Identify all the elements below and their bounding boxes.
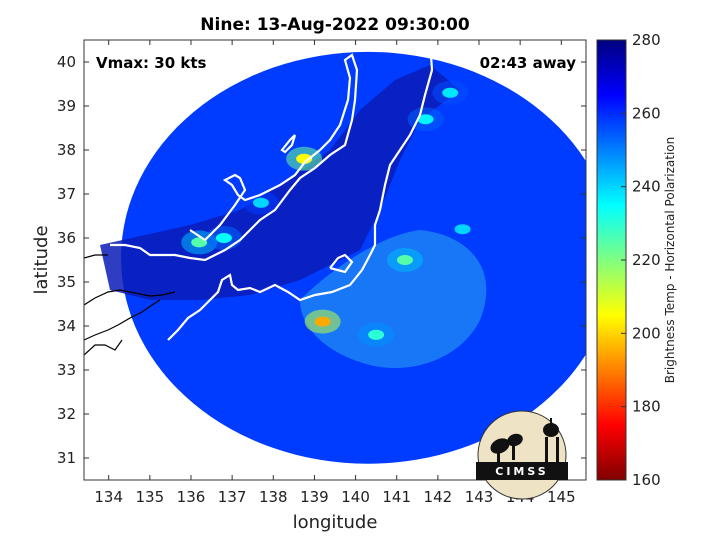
vmax-annotation: Vmax: 30 kts: [96, 54, 206, 72]
colorbar-ticks: 160 180 200 220 240 260 280: [621, 31, 661, 489]
feature-core: [417, 114, 434, 125]
feature-core: [314, 316, 331, 327]
feature-core: [252, 197, 269, 208]
coastline-outside: [84, 254, 176, 356]
y-tick-label: 40: [57, 53, 76, 71]
feature-core: [454, 224, 471, 235]
y-tick-label: 36: [57, 229, 76, 247]
y-tick-label: 33: [57, 361, 76, 379]
time-away-annotation: 02:43 away: [480, 54, 577, 72]
colorbar-tick-label: 160: [632, 471, 661, 489]
feature-core: [368, 329, 385, 340]
feature-core: [296, 153, 313, 164]
y-tick-label: 39: [57, 97, 76, 115]
colorbar-tick-label: 200: [632, 324, 661, 342]
x-tick-label: 140: [341, 488, 370, 506]
y-tick-label: 35: [57, 273, 76, 291]
y-axis-label: latitude: [31, 225, 52, 294]
plot-frame: [83, 39, 587, 481]
colorbar-tick-label: 180: [632, 398, 661, 416]
y-tick-label: 34: [57, 317, 76, 335]
y-tick-label: 32: [57, 405, 76, 423]
y-tick-label: 37: [57, 185, 76, 203]
x-axis-label: longitude: [293, 512, 378, 533]
x-tick-label: 135: [136, 488, 165, 506]
x-tick-label: 141: [382, 488, 411, 506]
x-tick-label: 137: [218, 488, 247, 506]
colorbar-tick-label: 220: [632, 251, 661, 269]
plot-content: [100, 40, 586, 464]
cimss-logo: CIMSS: [476, 410, 568, 500]
y-tick-label: 31: [57, 449, 76, 467]
x-tick-label: 138: [259, 488, 288, 506]
feature-core: [215, 233, 232, 243]
x-tick-label: 136: [177, 488, 206, 506]
chart-title: Nine: 13-Aug-2022 09:30:00: [200, 15, 470, 35]
storm-band: [300, 230, 487, 368]
colorbar-tick-label: 280: [632, 31, 661, 49]
x-tick-label: 139: [300, 488, 329, 506]
colorbar-label: Brightness Temp - Horizontal Polarizatio…: [663, 137, 677, 384]
logo-text: CIMSS: [495, 465, 548, 478]
y-tick-label: 38: [57, 141, 76, 159]
axis-ticks: 1341351361371381391401411421431441453132…: [57, 40, 586, 506]
coastline: [110, 40, 434, 341]
x-tick-label: 142: [424, 488, 453, 506]
x-tick-label: 143: [465, 488, 494, 506]
x-tick-label: 145: [547, 488, 576, 506]
feature-core: [396, 255, 413, 265]
feature-core: [442, 87, 459, 98]
colorbar-tick-label: 240: [632, 178, 661, 196]
colorbar-tick-label: 260: [632, 104, 661, 122]
x-tick-label: 134: [94, 488, 123, 506]
